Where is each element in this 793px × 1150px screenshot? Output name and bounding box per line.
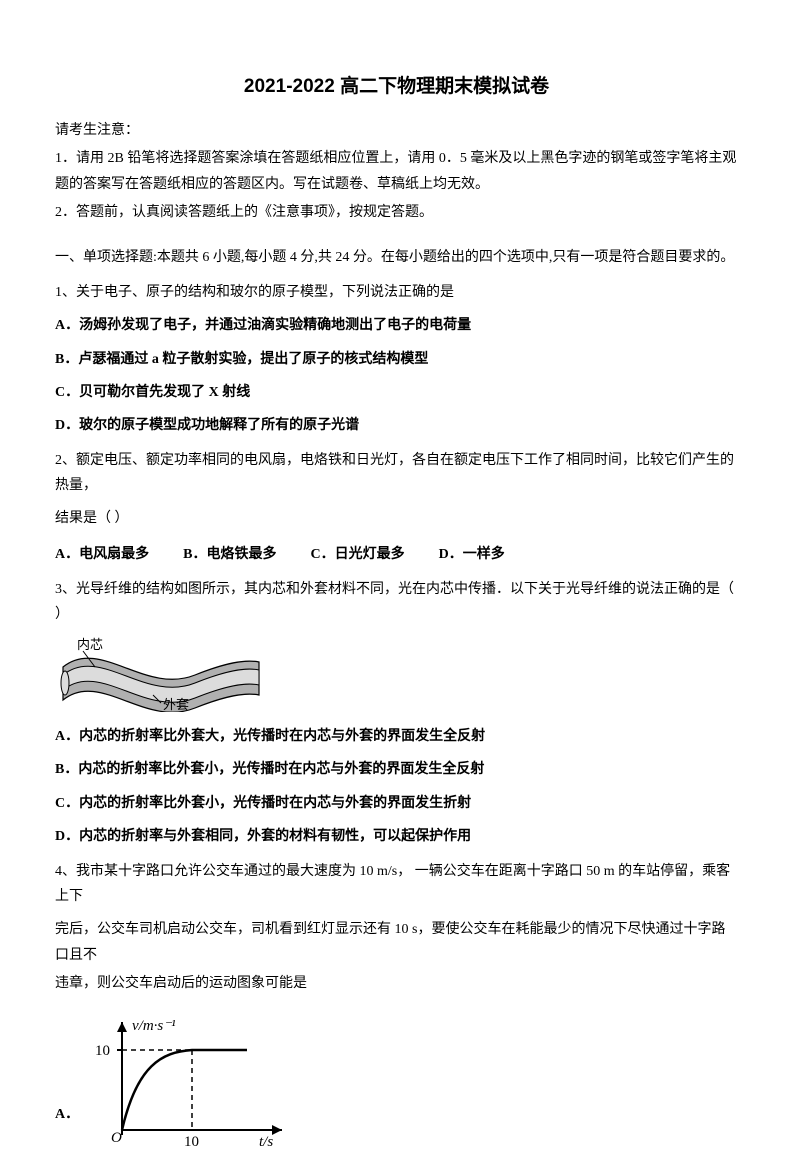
fiber-sheath-label: 外套 [163,697,189,712]
x-axis-arrow [272,1125,282,1135]
q3-option-a: A．内芯的折射率比外套大，光传播时在内芯与外套的界面发生全反射 [55,724,738,749]
q1-option-b: B．卢瑟福通过 a 粒子散射实验，提出了原子的核式结构模型 [55,347,738,372]
q3-option-d: D．内芯的折射率与外套相同，外套的材料有韧性，可以起保护作用 [55,824,738,849]
page-title: 2021-2022 高二下物理期末模拟试卷 [55,70,738,104]
fiber-diagram: 内芯 外套 [55,637,738,712]
q4-option-a-label: A． [55,1102,79,1127]
notice-line-2: 2．答题前，认真阅读答题纸上的《注意事项》，按规定答题。 [55,200,738,225]
y-axis-label: v/m·s⁻¹ [132,1018,176,1034]
question-4-line-1: 4、我市某十字路口允许公交车通过的最大速度为 10 m/s， 一辆公交车在距离十… [55,859,738,909]
x-tick-label: 10 [184,1134,199,1150]
origin-label: O [111,1130,122,1146]
q2-options: A．电风扇最多 B．电烙铁最多 C．日光灯最多 D．一样多 [55,542,738,567]
fiber-core-label: 内芯 [77,637,103,652]
q1-option-a: A．汤姆孙发现了电子，并通过油滴实验精确地测出了电子的电荷量 [55,313,738,338]
notice-line-1: 1．请用 2B 铅笔将选择题答案涂填在答题纸相应位置上，请用 0．5 毫米及以上… [55,146,738,196]
question-4-line-3: 违章，则公交车启动后的运动图象可能是 [55,971,738,996]
question-3-stem: 3、光导纤维的结构如图所示，其内芯和外套材料不同，光在内芯中传播．以下关于光导纤… [55,577,738,627]
q1-option-d: D．玻尔的原子模型成功地解释了所有的原子光谱 [55,413,738,438]
vt-graph: v/m·s⁻¹ t/s O 10 10 [87,1010,297,1150]
question-2-line-1: 2、额定电压、额定功率相同的电风扇，电烙铁和日光灯，各自在额定电压下工作了相同时… [55,448,738,498]
question-2-line-2: 结果是（ ） [55,506,738,531]
q2-option-c: C．日光灯最多 [310,542,404,567]
section-1-head: 一、单项选择题:本题共 6 小题,每小题 4 分,共 24 分。在每小题给出的四… [55,245,738,270]
fiber-left-cap [61,671,69,695]
q1-option-c: C．贝可勒尔首先发现了 X 射线 [55,380,738,405]
q4-option-a-row: A． v/m·s⁻¹ t/s O 10 10 [55,1010,738,1150]
q2-option-a: A．电风扇最多 [55,542,149,567]
x-axis-label: t/s [259,1134,273,1150]
y-tick-label: 10 [95,1043,110,1059]
q3-option-b: B．内芯的折射率比外套小，光传播时在内芯与外套的界面发生全反射 [55,757,738,782]
question-4-line-2: 完后，公交车司机启动公交车，司机看到红灯显示还有 10 s，要使公交车在耗能最少… [55,917,738,967]
question-1-stem: 1、关于电子、原子的结构和玻尔的原子模型，下列说法正确的是 [55,280,738,305]
q2-option-d: D．一样多 [439,542,505,567]
y-axis-arrow [117,1022,127,1032]
curve [122,1050,247,1130]
notice-head: 请考生注意： [55,118,738,143]
q2-option-b: B．电烙铁最多 [183,542,276,567]
q3-option-c: C．内芯的折射率比外套小，光传播时在内芯与外套的界面发生折射 [55,791,738,816]
